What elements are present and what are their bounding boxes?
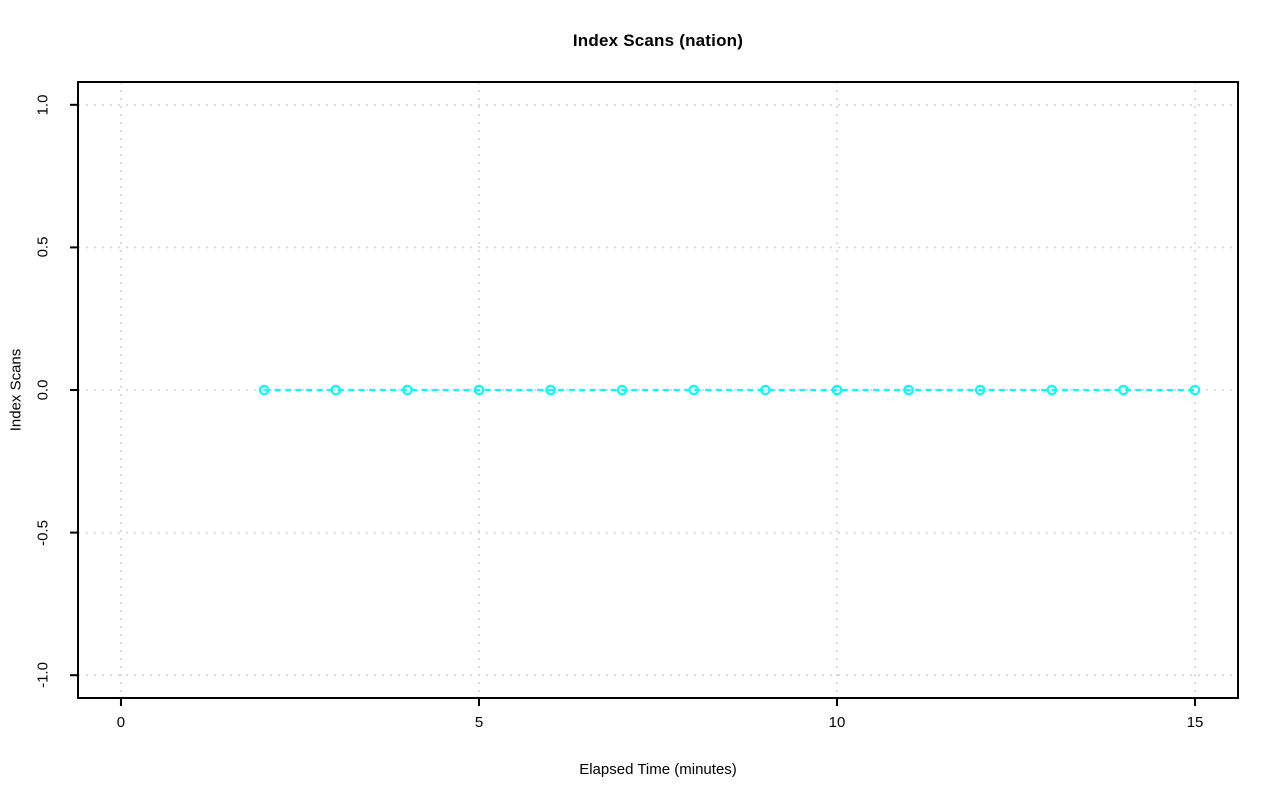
data-point: [258, 384, 270, 396]
data-point: [1189, 384, 1201, 396]
y-tick-label: -0.5: [34, 519, 52, 546]
x-axis-title: Elapsed Time (minutes): [579, 761, 737, 778]
data-point: [974, 384, 986, 396]
data-point: [688, 384, 700, 396]
data-point: [760, 384, 771, 396]
data-point: [1118, 384, 1129, 396]
data-point: [903, 384, 914, 396]
chart-title: Index Scans (nation): [572, 31, 744, 50]
x-tick-label: 10: [828, 714, 846, 731]
y-tick-label: 0.0: [34, 379, 52, 401]
y-tick-label: 1.0: [34, 94, 52, 116]
data-point: [616, 384, 628, 396]
y-tick-label: -1.0: [34, 662, 52, 689]
data-point: [330, 384, 342, 396]
data-point: [831, 384, 843, 396]
data-point: [545, 384, 556, 396]
plot-border: [77, 81, 1239, 699]
x-tick-label: 0: [116, 714, 126, 731]
y-tick-label: 0.5: [34, 236, 52, 258]
data-point: [402, 384, 413, 396]
x-tick-label: 5: [474, 714, 484, 731]
data-point: [473, 384, 485, 396]
x-tick-label: 15: [1186, 714, 1204, 731]
data-point: [1046, 384, 1058, 396]
